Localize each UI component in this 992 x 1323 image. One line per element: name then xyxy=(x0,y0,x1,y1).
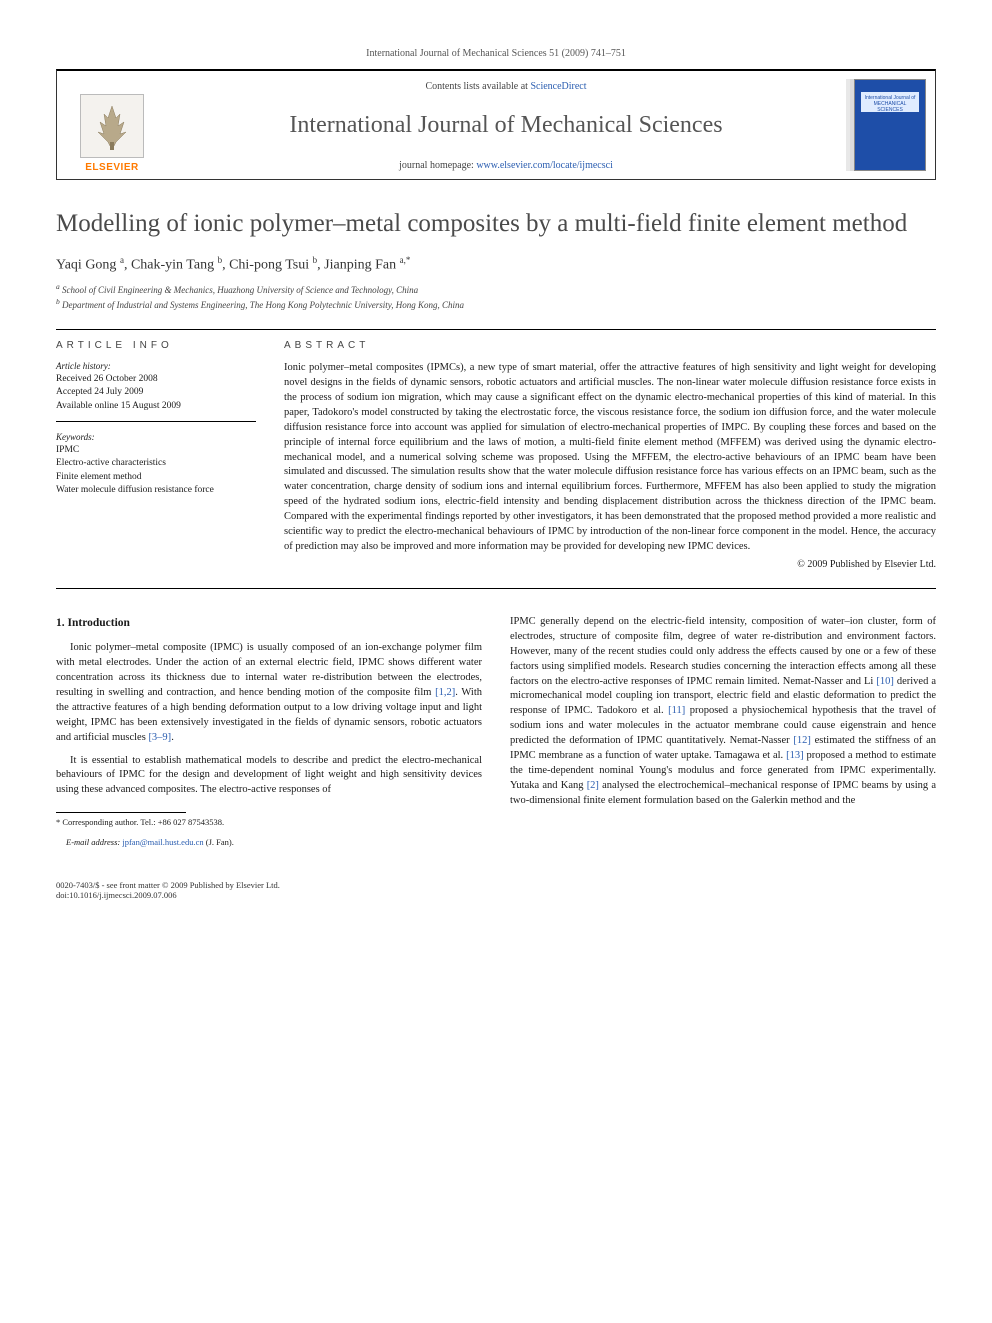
paragraph: Ionic polymer–metal composite (IPMC) is … xyxy=(56,641,482,745)
cover-line-3: SCIENCES xyxy=(877,107,903,113)
page-footer: 0020-7403/$ - see front matter © 2009 Pu… xyxy=(56,880,936,900)
affiliation-a: a School of Civil Engineering & Mechanic… xyxy=(56,282,936,297)
author-list: Yaqi Gong a, Chak-yin Tang b, Chi-pong T… xyxy=(56,255,936,274)
paragraph: IPMC generally depend on the electric-fi… xyxy=(510,615,936,809)
contents-available-line: Contents lists available at ScienceDirec… xyxy=(175,81,837,92)
keyword: Finite element method xyxy=(56,471,256,484)
body-column-left: 1. Introduction Ionic polymer–metal comp… xyxy=(56,615,482,856)
body-text: 1. Introduction Ionic polymer–metal comp… xyxy=(56,615,936,856)
divider xyxy=(56,329,936,330)
body-column-right: IPMC generally depend on the electric-fi… xyxy=(510,615,936,856)
journal-masthead: ELSEVIER Contents lists available at Sci… xyxy=(56,69,936,180)
online-date: Available online 15 August 2009 xyxy=(56,400,256,413)
article-info-heading: ARTICLE INFO xyxy=(56,340,256,351)
keywords-label: Keywords: xyxy=(56,432,256,442)
accepted-date: Accepted 24 July 2009 xyxy=(56,386,256,399)
corresponding-author-footnote: * Corresponding author. Tel.: +86 027 87… xyxy=(56,817,482,828)
abstract-column: ABSTRACT Ionic polymer–metal composites … xyxy=(284,340,936,570)
paragraph: It is essential to establish mathematica… xyxy=(56,754,482,799)
email-footnote: E-mail address: jpfan@mail.hust.edu.cn (… xyxy=(56,837,482,848)
keywords-block: Keywords: IPMC Electro-active characteri… xyxy=(56,432,256,497)
citation-link[interactable]: [2] xyxy=(587,780,599,791)
citation-link[interactable]: [3–9] xyxy=(148,732,171,743)
doi-line: doi:10.1016/j.ijmecsci.2009.07.006 xyxy=(56,890,280,900)
abstract-heading: ABSTRACT xyxy=(284,340,936,351)
citation-link[interactable]: [13] xyxy=(786,750,804,761)
publisher-name: ELSEVIER xyxy=(85,162,138,173)
masthead-center: Contents lists available at ScienceDirec… xyxy=(167,71,845,179)
citation-link[interactable]: [11] xyxy=(668,705,685,716)
contents-prefix: Contents lists available at xyxy=(425,81,530,92)
sciencedirect-link[interactable]: ScienceDirect xyxy=(530,81,586,92)
article-title: Modelling of ionic polymer–metal composi… xyxy=(56,208,936,239)
affiliations: a School of Civil Engineering & Mechanic… xyxy=(56,282,936,311)
cover-thumbnail-wrap: International Journal of MECHANICAL SCIE… xyxy=(845,71,935,179)
homepage-prefix: journal homepage: xyxy=(399,160,476,171)
email-label: E-mail address: xyxy=(66,837,122,847)
received-date: Received 26 October 2008 xyxy=(56,373,256,386)
abstract-copyright: © 2009 Published by Elsevier Ltd. xyxy=(284,559,936,570)
citation-link[interactable]: [1,2] xyxy=(435,687,455,698)
section-heading: 1. Introduction xyxy=(56,615,482,631)
running-header: International Journal of Mechanical Scie… xyxy=(56,48,936,59)
journal-name: International Journal of Mechanical Scie… xyxy=(175,112,837,139)
journal-homepage-line: journal homepage: www.elsevier.com/locat… xyxy=(175,160,837,171)
keyword: Water molecule diffusion resistance forc… xyxy=(56,484,256,497)
footnote-separator xyxy=(56,812,186,813)
citation-link[interactable]: [10] xyxy=(876,676,894,687)
citation-link[interactable]: [12] xyxy=(793,735,811,746)
history-label: Article history: xyxy=(56,361,256,371)
keyword: IPMC xyxy=(56,444,256,457)
divider xyxy=(56,588,936,589)
abstract-text: Ionic polymer–metal composites (IPMCs), … xyxy=(284,361,936,555)
text-run: Ionic polymer–metal composite (IPMC) is … xyxy=(56,642,482,698)
email-suffix: (J. Fan). xyxy=(204,837,234,847)
text-run: IPMC generally depend on the electric-fi… xyxy=(510,616,936,687)
email-link[interactable]: jpfan@mail.hust.edu.cn xyxy=(122,837,203,847)
elsevier-tree-icon xyxy=(80,94,144,158)
article-history: Article history: Received 26 October 200… xyxy=(56,361,256,422)
publisher-block: ELSEVIER xyxy=(57,71,167,179)
article-info-column: ARTICLE INFO Article history: Received 2… xyxy=(56,340,256,570)
affiliation-b: b Department of Industrial and Systems E… xyxy=(56,297,936,312)
keyword: Electro-active characteristics xyxy=(56,457,256,470)
text-run: . xyxy=(171,732,174,743)
front-matter-line: 0020-7403/$ - see front matter © 2009 Pu… xyxy=(56,880,280,890)
journal-cover-thumbnail: International Journal of MECHANICAL SCIE… xyxy=(854,79,926,171)
footer-left: 0020-7403/$ - see front matter © 2009 Pu… xyxy=(56,880,280,900)
journal-homepage-link[interactable]: www.elsevier.com/locate/ijmecsci xyxy=(476,160,613,171)
